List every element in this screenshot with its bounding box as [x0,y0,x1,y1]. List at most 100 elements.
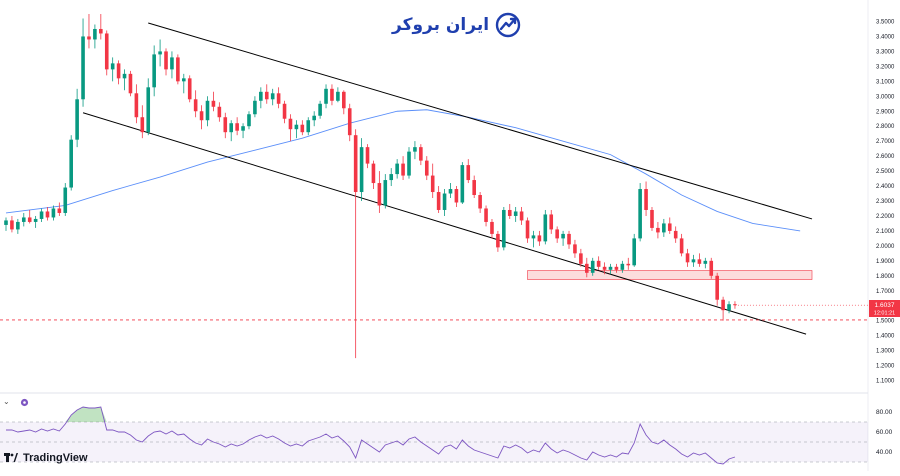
candle [181,73,186,94]
candle-body [128,73,133,94]
candle-body [51,208,56,218]
candle [419,144,423,166]
candle-body [608,266,613,270]
candle [324,84,328,109]
candle-body [543,214,548,242]
candle-body [33,218,38,222]
candle [454,186,459,207]
candle [276,87,281,109]
price-tick-label: 1.7000 [876,289,895,295]
candle [152,45,156,97]
candle [87,14,91,49]
candle [383,174,388,209]
candle-body [140,117,145,133]
candle-body [16,221,20,230]
moving-average-layer [5,109,801,232]
candle [496,230,500,252]
candle [626,257,631,270]
candle-body [282,103,287,119]
tradingview-wordmark: TradingView [23,452,88,464]
candle [656,221,660,239]
trend-arrow-logo-icon [495,12,521,38]
candle-body [383,180,388,206]
candle [330,84,334,106]
candle-body [253,100,257,115]
indicator-gear-icon[interactable] [20,398,29,407]
candle [673,226,678,243]
candle [146,78,151,136]
candle-body [733,304,737,306]
candle [347,103,352,142]
candle [365,144,370,169]
candle [235,117,239,136]
candle [116,60,121,85]
candle-body [99,28,103,34]
candle [401,156,405,181]
candle [211,91,216,112]
candle [466,159,471,184]
candle-body [104,33,109,70]
price-tick-label: 2.3000 [876,199,895,205]
candle-body [116,63,121,79]
candle-body [448,189,453,194]
candle-body [247,114,251,127]
candle [241,123,245,139]
candle-body [324,88,328,104]
candle-body [721,299,725,311]
candle-body [152,54,156,88]
candle [294,120,299,139]
candle [158,39,162,67]
price-tick-label: 1.4000 [876,334,895,340]
price-tick-label: 2.7000 [876,139,895,145]
price-tick-label: 2.2000 [876,214,895,220]
candle-body [579,253,583,264]
candle [703,257,708,269]
candle [579,248,583,267]
candle [359,138,364,201]
candle [502,206,506,251]
support-zone [527,270,813,280]
candle [395,159,399,179]
brand-name: ایران بروکر [392,15,490,35]
candle [608,263,613,275]
candle [193,90,198,118]
candle [69,135,73,191]
tradingview-branding[interactable]: TradingView [4,452,88,464]
price-tick-label: 2.8000 [876,124,895,130]
candle-body [490,221,494,234]
candle-body [442,193,447,210]
candle [264,84,269,104]
candle-body [353,135,358,193]
candle-body [223,117,228,133]
candle-body [187,78,192,100]
candle [632,233,637,267]
candle [513,206,518,222]
candle-body [270,93,275,100]
candle [460,162,465,204]
candle [543,209,548,245]
candle-body [134,93,139,118]
candle-body [430,175,435,193]
candle-body [146,87,151,133]
candle-body [620,263,625,270]
price-tick-label: 1.8000 [876,274,895,280]
candle-body [330,88,334,101]
candle-body [164,51,168,70]
candle [128,70,133,97]
candle-body [715,275,719,300]
candle-body [401,163,405,176]
candle-body [336,91,340,101]
candle-body [484,208,488,222]
tradingview-logo-icon [4,453,18,462]
candle-body [531,235,536,239]
candle [288,114,293,142]
price-tick-label: 1.9000 [876,259,895,265]
candle-body [525,220,530,239]
candle-body [436,192,441,210]
candle-body [217,106,222,118]
chevron-down-icon[interactable]: ⌄ [3,397,10,406]
candle [644,181,648,216]
candle-body [359,147,364,193]
candle [448,183,453,199]
